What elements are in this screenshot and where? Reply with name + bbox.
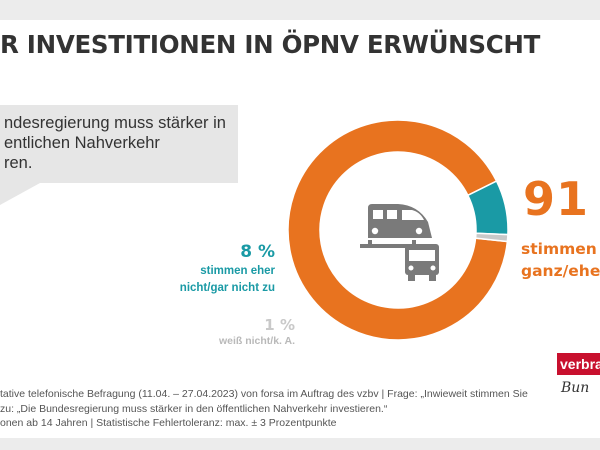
source-line-2: zu: „Die Bundesregierung muss stärker in… xyxy=(0,402,388,415)
slice-label-unknown-percent: 1 % xyxy=(264,316,295,334)
slice-label-agree-line-1: stimmen xyxy=(521,240,597,258)
logo-top-text: verbra xyxy=(557,353,600,375)
slice-label-unknown-text: weiß nicht/k. A. xyxy=(218,335,295,347)
logo-bottom-text: Bun xyxy=(561,380,590,396)
bus-icon xyxy=(405,244,439,281)
bottom-band xyxy=(0,438,600,450)
donut-slice-agree xyxy=(287,119,509,341)
statement-bubble xyxy=(0,105,238,183)
slice-label-agree-percent: 91 xyxy=(523,172,590,226)
statement-line-2: entlichen Nahverkehr xyxy=(4,134,160,152)
slice-label-disagree-line-2: nicht/gar nicht zu xyxy=(179,282,275,294)
source-note: tative telefonische Befragung (11.04. – … xyxy=(0,387,545,431)
statement-line-3: ren. xyxy=(4,154,33,172)
chart-title: R INVESTITIONEN IN ÖPNV ERWÜNSCHT xyxy=(0,30,541,59)
source-line-3: onen ab 14 Jahren | Statistische Fehlert… xyxy=(0,417,337,429)
slice-label-disagree-percent: 8 % xyxy=(240,242,275,262)
train-icon xyxy=(360,204,432,248)
slice-label-disagree-line-1: stimmen eher xyxy=(200,265,275,277)
top-band xyxy=(0,0,600,20)
slice-label-disagree-text: stimmen eher nicht/gar nicht zu xyxy=(130,263,275,297)
donut-slices xyxy=(287,119,509,341)
donut-slice-unknown xyxy=(474,232,509,243)
statement-bubble-tail xyxy=(0,183,40,205)
vzbv-logo: verbra Bun xyxy=(557,353,600,399)
statement-text: ndesregierung muss stärker in entlichen … xyxy=(4,113,234,173)
statement-line-1: ndesregierung muss stärker in xyxy=(4,114,226,132)
source-line-1: tative telefonische Befragung (11.04. – … xyxy=(0,388,528,400)
slice-label-agree-line-2: ganz/ehe xyxy=(521,262,600,280)
slice-label-agree-text: stimmen ganz/ehe xyxy=(521,238,600,282)
